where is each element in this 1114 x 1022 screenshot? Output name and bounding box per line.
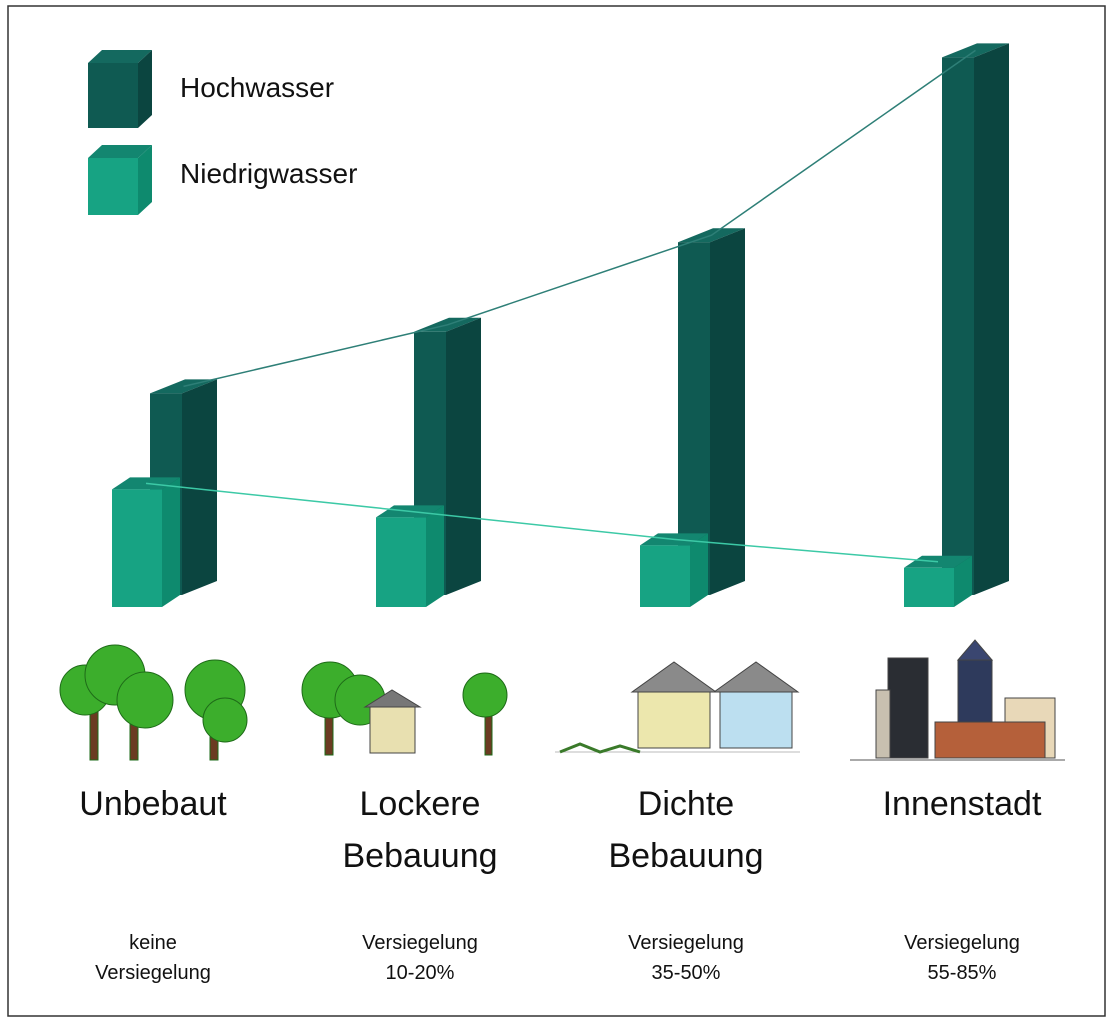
category-sublabel: Versiegelung 55-85% [904, 928, 1020, 988]
bar [376, 505, 444, 607]
legend [88, 50, 152, 215]
bar-front [112, 489, 162, 607]
bar-side [162, 477, 180, 607]
category-sublabel: Versiegelung 35-50% [628, 928, 744, 988]
connector-line [146, 483, 938, 561]
illustrations [60, 640, 1065, 760]
bar-side [974, 43, 1009, 595]
category-sublabel: Versiegelung 10-20% [362, 928, 478, 988]
category-label: Unbebaut [79, 778, 226, 830]
bar [112, 477, 180, 607]
bar [640, 533, 708, 607]
category-label: Lockere Bebauung [342, 778, 497, 882]
bar-side [710, 228, 745, 595]
bar-side [446, 318, 481, 595]
chart [0, 0, 1114, 1022]
bar-front [376, 517, 426, 607]
bar-front [942, 57, 974, 595]
bar-side [690, 533, 708, 607]
bar [942, 43, 1009, 595]
category-sublabel: keine Versiegelung [95, 928, 211, 988]
category-label: Dichte Bebauung [608, 778, 763, 882]
category-label: Innenstadt [883, 778, 1042, 830]
bar-side [426, 505, 444, 607]
page: Hochwasser Niedrigwasser Unbebaut Lockere… [0, 0, 1114, 1022]
legend-swatch [88, 50, 152, 128]
legend-swatch [88, 145, 152, 215]
bar-front [640, 545, 690, 607]
legend-label: Niedrigwasser [180, 158, 357, 190]
bar-front [904, 568, 954, 607]
legend-label: Hochwasser [180, 72, 334, 104]
bar [904, 556, 972, 607]
